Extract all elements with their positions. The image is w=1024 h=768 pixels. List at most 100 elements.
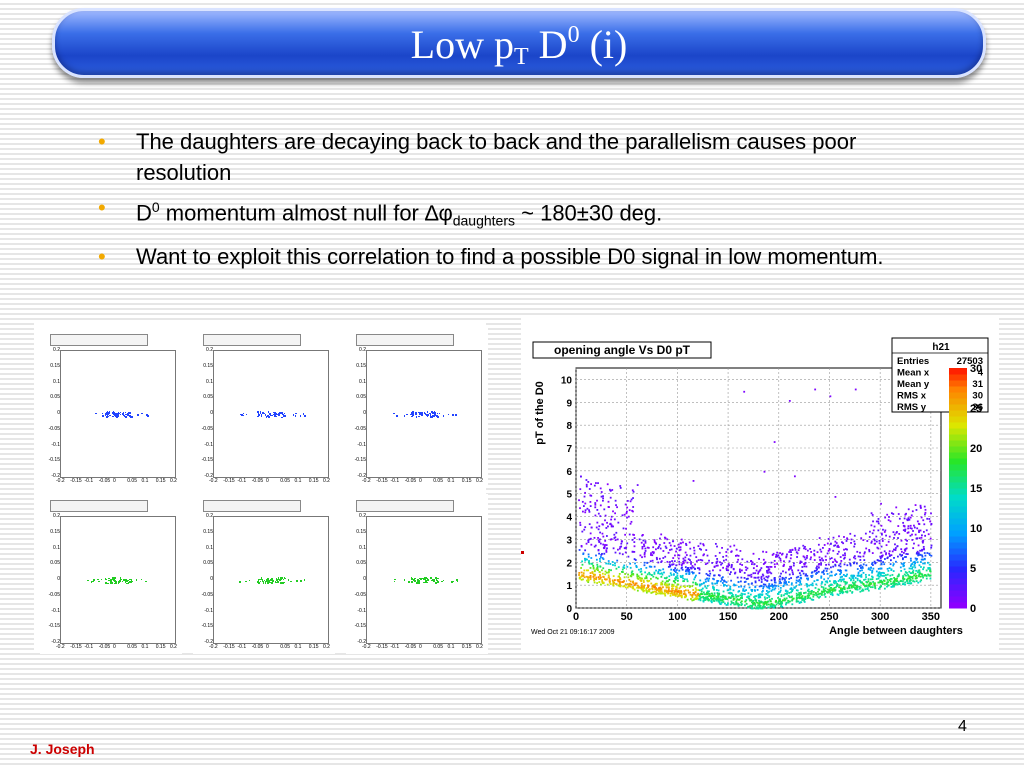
stats-value: 31 [972, 379, 983, 390]
heatmap-cell [682, 541, 684, 544]
heatmap-cell [811, 571, 814, 574]
heatmap-cell [749, 599, 751, 602]
heatmap-cell [864, 532, 867, 535]
heatmap-cell [766, 569, 768, 572]
heatmap-cell [643, 564, 646, 567]
heatmap-cell [587, 553, 590, 556]
heatmap-cell [579, 524, 582, 526]
heatmap-cell [783, 599, 786, 602]
scatter-point [433, 415, 435, 417]
heatmap-cell [659, 589, 661, 592]
heatmap-cell [850, 578, 853, 581]
title-banner: Low pT D0 (i) [52, 8, 986, 78]
bullet-icon: • [98, 195, 106, 220]
heatmap-cell [660, 533, 663, 536]
heatmap-cell [722, 598, 725, 601]
heatmap-cell [913, 580, 916, 583]
heatmap-cell [730, 592, 732, 594]
heatmap-cell [862, 571, 865, 574]
heatmap-cell [712, 595, 715, 598]
heatmap-cell [877, 529, 880, 532]
scatter-point [438, 412, 441, 415]
y-tick-label: 0.1 [53, 378, 60, 385]
heatmap-cell [845, 540, 848, 542]
heatmap-cell [797, 580, 800, 583]
small-plot: 0.2 0.15 0.1 0.05 0 -0.05 -0.1 -0.15 -0.2 -0.2 -0.… [346, 494, 488, 654]
heatmap-cell [708, 590, 710, 593]
heatmap-cell [829, 557, 832, 560]
heatmap-cell [692, 591, 695, 594]
heatmap-cell [585, 542, 588, 545]
heatmap-cell [679, 594, 682, 597]
heatmap-cell [630, 520, 633, 523]
heatmap-cell [799, 591, 802, 594]
stats-box [50, 500, 148, 512]
scatter-point [106, 416, 108, 419]
heatmap-cell [890, 512, 893, 515]
heatmap-cell [665, 590, 668, 593]
heatmap-cell [720, 601, 723, 604]
heatmap-cell [592, 565, 595, 567]
heatmap-cell [802, 555, 805, 558]
heatmap-cell [766, 571, 769, 574]
heatmap-cell [843, 588, 846, 591]
heatmap-cell [599, 577, 601, 580]
heatmap-cell [873, 582, 876, 585]
heatmap-cell [779, 559, 782, 562]
heatmap-cell [729, 596, 732, 599]
heatmap-cell [700, 596, 703, 599]
heatmap-cell [891, 550, 894, 553]
heatmap-cell [759, 568, 762, 571]
x-tick-label: 0.15 [155, 478, 166, 484]
scatter-point [281, 577, 284, 579]
y-tick-label: 8 [566, 421, 572, 432]
heatmap-cell [605, 578, 608, 581]
heatmap-cell [924, 534, 927, 537]
scatter-point [268, 416, 270, 418]
heatmap-cell [762, 574, 765, 577]
x-tick-label: 0.2 [323, 644, 330, 650]
heatmap-cell [820, 575, 823, 578]
heatmap-cell [599, 531, 602, 534]
heatmap-cell [604, 519, 606, 522]
heatmap-cell [865, 564, 868, 567]
heatmap-cell [876, 546, 879, 549]
heatmap-cell [817, 590, 819, 593]
heatmap-cell [915, 509, 918, 511]
heatmap-cell [589, 494, 592, 497]
heatmap-cell [693, 552, 696, 555]
scatter-point [431, 579, 433, 582]
heatmap-cell [620, 542, 623, 545]
heatmap-cell [924, 574, 926, 576]
heatmap-cell [871, 514, 874, 516]
heatmap-cell [706, 574, 709, 576]
heatmap-cell [625, 512, 628, 515]
stats-value: 4 [978, 368, 984, 379]
heatmap-cell [790, 567, 792, 570]
heatmap-cell [856, 568, 859, 570]
scatter-point [97, 578, 99, 581]
heatmap-cell [691, 571, 694, 574]
heatmap-cell [716, 564, 719, 567]
x-tick-label: 0.1 [141, 478, 149, 484]
stats-value: 30 [972, 391, 983, 402]
heatmap-cell [617, 521, 620, 524]
heatmap-cell [674, 594, 677, 597]
scatter-point [287, 579, 290, 581]
heatmap-cell [584, 557, 586, 560]
heatmap-cell [912, 569, 915, 572]
x-tick-label: -0.05 [404, 478, 417, 484]
heatmap-cell [667, 565, 670, 568]
heatmap-cell [777, 597, 779, 599]
heatmap-cell [650, 565, 653, 568]
heatmap-cell [618, 552, 621, 555]
scatter-point [420, 412, 422, 414]
heatmap-cell [890, 586, 893, 588]
heatmap-cell [598, 581, 601, 583]
heatmap-cell [587, 579, 590, 582]
heatmap-cell [757, 596, 760, 599]
heatmap-cell [759, 593, 761, 596]
scatter-point [128, 581, 131, 583]
heatmap-cell [739, 601, 742, 604]
scatter-point [414, 580, 417, 583]
